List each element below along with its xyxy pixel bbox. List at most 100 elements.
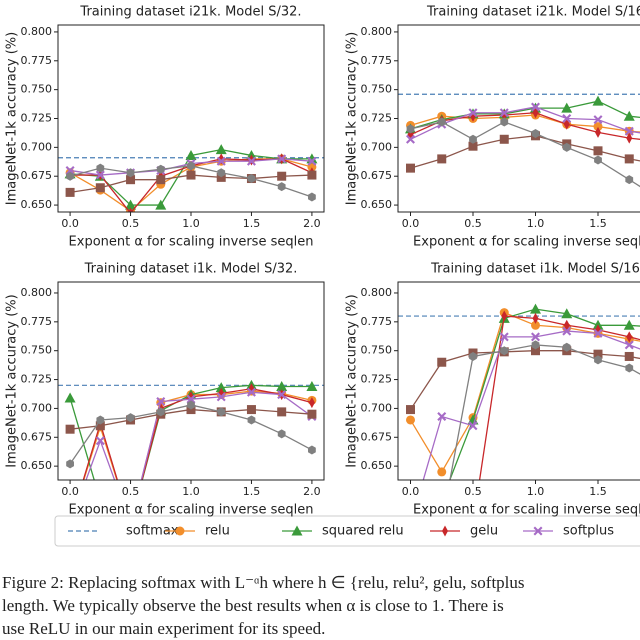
point (126, 175, 136, 185)
legend-marker (291, 525, 303, 536)
axes-frame (397, 24, 640, 213)
point (530, 303, 541, 314)
point (186, 405, 196, 415)
point (246, 405, 256, 415)
axes-frame (397, 281, 640, 481)
point (437, 467, 447, 477)
point (561, 102, 573, 113)
x-tick-label: 1.5 (243, 217, 261, 230)
legend-label: softmax (126, 524, 179, 539)
x-axis-label: Exponent α for scaling inverse seqlen (413, 235, 640, 250)
point (155, 199, 167, 210)
point (95, 170, 105, 180)
point (563, 319, 570, 331)
x-tick-label: 1.5 (589, 485, 607, 498)
point (187, 161, 195, 171)
point (531, 340, 540, 350)
x-tick-label: 2.0 (303, 217, 321, 230)
chart-title: Training dataset i21k. Model S/16 (426, 5, 640, 20)
point (276, 380, 288, 391)
point (499, 332, 509, 342)
point (594, 355, 602, 365)
point (216, 172, 226, 182)
point (217, 407, 226, 417)
point (407, 519, 415, 528)
point (562, 326, 572, 336)
point (246, 387, 256, 397)
point (593, 349, 603, 359)
point (246, 156, 256, 166)
point (562, 114, 572, 123)
y-tick-label: 0.750 (361, 344, 393, 357)
plot-area (398, 303, 640, 529)
y-tick-label: 0.700 (361, 401, 393, 414)
x-tick-label: 0.0 (61, 485, 79, 498)
caption-line: Figure 2: Replacing softmax with L⁻ᵅh wh… (2, 573, 525, 592)
point (66, 519, 75, 528)
x-tick-label: 0.5 (122, 217, 140, 230)
point (247, 415, 256, 425)
x-tick-label: 0.5 (464, 217, 482, 230)
point (531, 129, 540, 139)
point (65, 187, 75, 197)
legend-marker (533, 526, 543, 536)
axes-frame (57, 281, 325, 481)
x-tick-label: 0.0 (402, 217, 420, 230)
point (277, 171, 287, 181)
x-tick-label: 1.0 (182, 485, 200, 498)
x-tick-label: 0.5 (122, 485, 140, 498)
point (531, 346, 540, 356)
point (624, 154, 634, 164)
point (561, 308, 573, 319)
point (126, 413, 135, 423)
point (626, 331, 633, 343)
caption-line: length. We typically observe the best re… (2, 596, 504, 615)
point (623, 110, 635, 121)
y-tick-label: 0.650 (361, 198, 393, 211)
legend-label: softplus (563, 524, 614, 539)
point (156, 407, 165, 417)
point (408, 518, 414, 529)
point (594, 155, 602, 165)
point (593, 122, 603, 132)
point (469, 134, 477, 144)
point (67, 518, 73, 529)
point (216, 156, 226, 166)
point (562, 342, 571, 352)
point (624, 340, 634, 350)
plot-area (58, 144, 324, 212)
point (406, 163, 415, 173)
point (65, 165, 75, 175)
chart-title: Training dataset i1k. Model S/16 (430, 262, 640, 277)
point (307, 409, 317, 419)
x-tick-label: 0.0 (402, 485, 420, 498)
point (186, 170, 196, 180)
point (593, 146, 603, 156)
y-tick-label: 0.725 (21, 112, 53, 125)
point (66, 459, 74, 469)
point (96, 163, 105, 173)
point (592, 95, 604, 106)
point (468, 421, 478, 431)
point (95, 421, 105, 431)
point (65, 424, 75, 434)
legend-label: gelu (470, 524, 498, 539)
point (277, 407, 287, 417)
point (156, 175, 166, 185)
point (277, 390, 287, 400)
point (307, 170, 317, 180)
point (499, 108, 509, 118)
legend-label: relu (205, 524, 230, 539)
point (308, 192, 316, 202)
x-tick-label: 1.5 (589, 217, 607, 230)
y-tick-label: 0.750 (21, 344, 53, 357)
point (437, 154, 447, 164)
point (562, 142, 571, 152)
point (64, 392, 76, 403)
point (187, 400, 195, 410)
point (469, 351, 477, 361)
point (437, 117, 446, 127)
y-tick-label: 0.700 (21, 401, 53, 414)
point (306, 380, 318, 391)
